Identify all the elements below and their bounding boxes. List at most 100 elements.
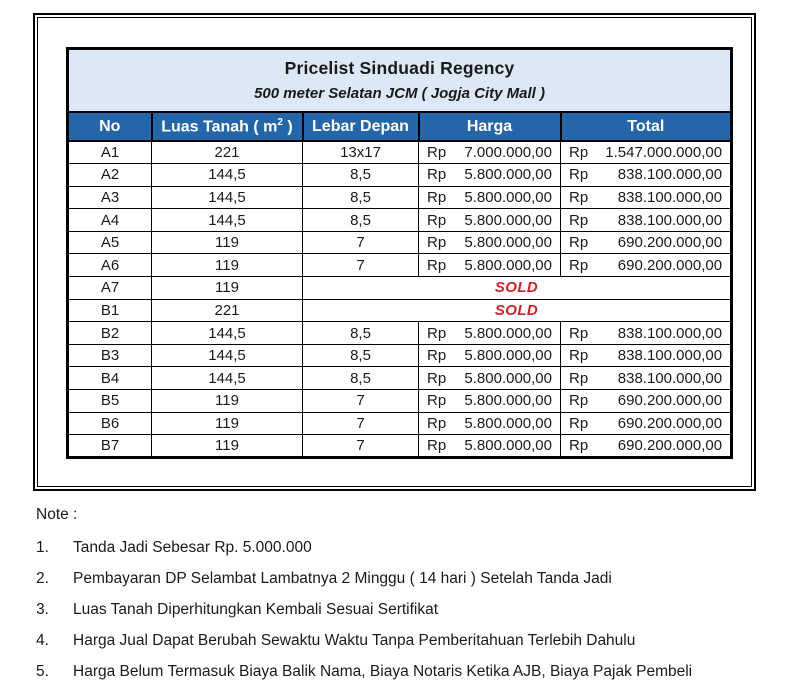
- cell-total: Rp 690.200.000,00: [559, 230, 733, 255]
- currency-label: Rp: [569, 347, 589, 365]
- note-text: Luas Tanah Diperhitungkan Kembali Sesuai…: [73, 601, 439, 618]
- cell-total: Rp 690.200.000,00: [559, 253, 733, 278]
- amount-value: 690.200.000,00: [617, 414, 723, 432]
- cell-lebar-depan: 7: [302, 389, 419, 413]
- amount-value: 838.100.000,00: [617, 188, 723, 206]
- note-item: 3. Luas Tanah Diperhitungkan Kembali Sesu…: [36, 601, 750, 619]
- table-subtitle: 500 meter Selatan JCM ( Jogja City Mall …: [254, 85, 545, 102]
- table-title-block: Pricelist Sinduadi Regency 500 meter Sel…: [66, 48, 733, 113]
- amount-value: 5.800.000,00: [464, 414, 552, 432]
- cell-luas-tanah: 144,5: [151, 163, 303, 187]
- cell-no: A3: [67, 185, 152, 210]
- cell-luas-tanah: 144,5: [151, 208, 303, 232]
- note-number: 1.: [36, 539, 49, 556]
- cell-harga: Rp 5.800.000,00: [418, 389, 561, 413]
- note-item: 2. Pembayaran DP Selambat Lambatnya 2 Min…: [36, 570, 750, 588]
- col-header-luas-sup: 2: [277, 116, 283, 128]
- cell-luas-tanah: 119: [151, 253, 303, 278]
- amount-value: 5.800.000,00: [464, 369, 552, 387]
- cell-total-value: Rp 690.200.000,00: [565, 415, 726, 432]
- cell-luas-tanah: 221: [151, 298, 303, 323]
- cell-no: A5: [67, 230, 152, 255]
- cell-harga-value: Rp 5.800.000,00: [423, 437, 556, 454]
- table-row-a2: A2 144,5 8,5 Rp 5.800.000,00 Rp 838.100.000,00: [67, 163, 733, 187]
- note-text: Tanda Jadi Sebesar Rp. 5.000.000: [73, 539, 312, 556]
- currency-label: Rp: [427, 166, 447, 184]
- amount-value: 838.100.000,00: [617, 211, 723, 229]
- col-header-luas-suffix: ): [282, 118, 293, 136]
- cell-lebar-depan: 7: [302, 253, 419, 278]
- table-row-b2: B2 144,5 8,5 Rp 5.800.000,00 Rp 838.100.000,00: [67, 321, 733, 345]
- cell-no: B7: [67, 434, 152, 458]
- currency-label: Rp: [569, 144, 589, 162]
- cell-total: Rp 1.547.000.000,00: [559, 140, 733, 165]
- cell-harga-value: Rp 5.800.000,00: [423, 234, 556, 251]
- cell-harga: Rp 5.800.000,00: [418, 343, 561, 368]
- title-row: Pricelist Sinduadi Regency 500 meter Sel…: [66, 48, 733, 113]
- note-item: 1. Tanda Jadi Sebesar Rp. 5.000.000: [36, 539, 750, 557]
- amount-value: 7.000.000,00: [464, 144, 552, 162]
- currency-label: Rp: [569, 324, 589, 342]
- col-header-lebar-depan: Lebar Depan: [301, 111, 420, 142]
- cell-total: Rp 838.100.000,00: [559, 185, 733, 210]
- amount-value: 5.800.000,00: [464, 347, 552, 365]
- table-row-b6: B6 119 7 Rp 5.800.000,00 Rp 690.200.000,00: [67, 411, 733, 436]
- outer-frame: [33, 13, 756, 491]
- cell-total: Rp 838.100.000,00: [559, 343, 733, 368]
- amount-value: 838.100.000,00: [617, 347, 723, 365]
- cell-no: B2: [67, 321, 152, 345]
- cell-harga: Rp 5.800.000,00: [418, 253, 561, 278]
- col-header-luas-label: Luas Tanah ( m: [161, 118, 278, 136]
- table-row-a7: A7 119 SOLD: [67, 276, 733, 300]
- col-header-total-label: Total: [627, 117, 665, 135]
- note-number: 4.: [36, 632, 49, 649]
- currency-label: Rp: [427, 347, 447, 365]
- currency-label: Rp: [427, 324, 447, 342]
- cell-total-value: Rp 690.200.000,00: [565, 257, 726, 274]
- cell-no: B1: [67, 298, 152, 323]
- amount-value: 690.200.000,00: [617, 234, 723, 252]
- col-header-harga: Harga: [417, 111, 562, 142]
- cell-total-value: Rp 838.100.000,00: [565, 347, 726, 364]
- table-row-a1: A1 221 13x17 Rp 7.000.000,00 Rp 1.547.000.000,…: [67, 140, 733, 165]
- cell-lebar-depan: 7: [302, 411, 419, 436]
- cell-harga: Rp 5.800.000,00: [418, 411, 561, 436]
- table-row-b7: B7 119 7 Rp 5.800.000,00 Rp 690.200.000,00: [67, 434, 733, 458]
- note-number: 5.: [36, 663, 49, 680]
- cell-total-value: Rp 690.200.000,00: [565, 234, 726, 251]
- amount-value: 5.800.000,00: [464, 392, 552, 410]
- cell-no: A4: [67, 208, 152, 232]
- cell-lebar-depan: 13x17: [302, 140, 419, 165]
- cell-total-value: Rp 838.100.000,00: [565, 189, 726, 206]
- cell-harga-value: Rp 5.800.000,00: [423, 392, 556, 409]
- currency-label: Rp: [569, 188, 589, 206]
- amount-value: 690.200.000,00: [617, 392, 723, 410]
- notes-section: Note : 1. Tanda Jadi Sebesar Rp. 5.000.00…: [36, 506, 750, 684]
- currency-label: Rp: [569, 166, 589, 184]
- cell-total: Rp 690.200.000,00: [559, 411, 733, 436]
- table-row-b3: B3 144,5 8,5 Rp 5.800.000,00 Rp 838.100.000,00: [67, 343, 733, 368]
- inner-frame: [37, 17, 752, 487]
- amount-value: 5.800.000,00: [464, 211, 552, 229]
- cell-luas-tanah: 221: [151, 140, 303, 165]
- cell-harga: Rp 5.800.000,00: [418, 321, 561, 345]
- amount-value: 690.200.000,00: [617, 256, 723, 274]
- currency-label: Rp: [427, 392, 447, 410]
- currency-label: Rp: [569, 414, 589, 432]
- amount-value: 5.800.000,00: [464, 324, 552, 342]
- currency-label: Rp: [427, 188, 447, 206]
- cell-lebar-depan: 8,5: [302, 366, 419, 391]
- pricelist-table: Pricelist Sinduadi Regency 500 meter Sel…: [66, 47, 734, 459]
- note-number: 3.: [36, 601, 49, 618]
- cell-harga-value: Rp 5.800.000,00: [423, 347, 556, 364]
- note-item: 5. Harga Belum Termasuk Biaya Balik Nama,…: [36, 663, 750, 681]
- cell-status-sold: SOLD: [301, 298, 733, 323]
- col-header-luas-tanah: Luas Tanah ( m2 ): [150, 111, 304, 142]
- amount-value: 838.100.000,00: [617, 166, 723, 184]
- cell-luas-tanah: 144,5: [151, 366, 303, 391]
- col-header-total: Total: [559, 111, 733, 142]
- note-text: Harga Belum Termasuk Biaya Balik Nama, B…: [73, 663, 693, 680]
- amount-value: 5.800.000,00: [464, 166, 552, 184]
- cell-lebar-depan: 8,5: [302, 321, 419, 345]
